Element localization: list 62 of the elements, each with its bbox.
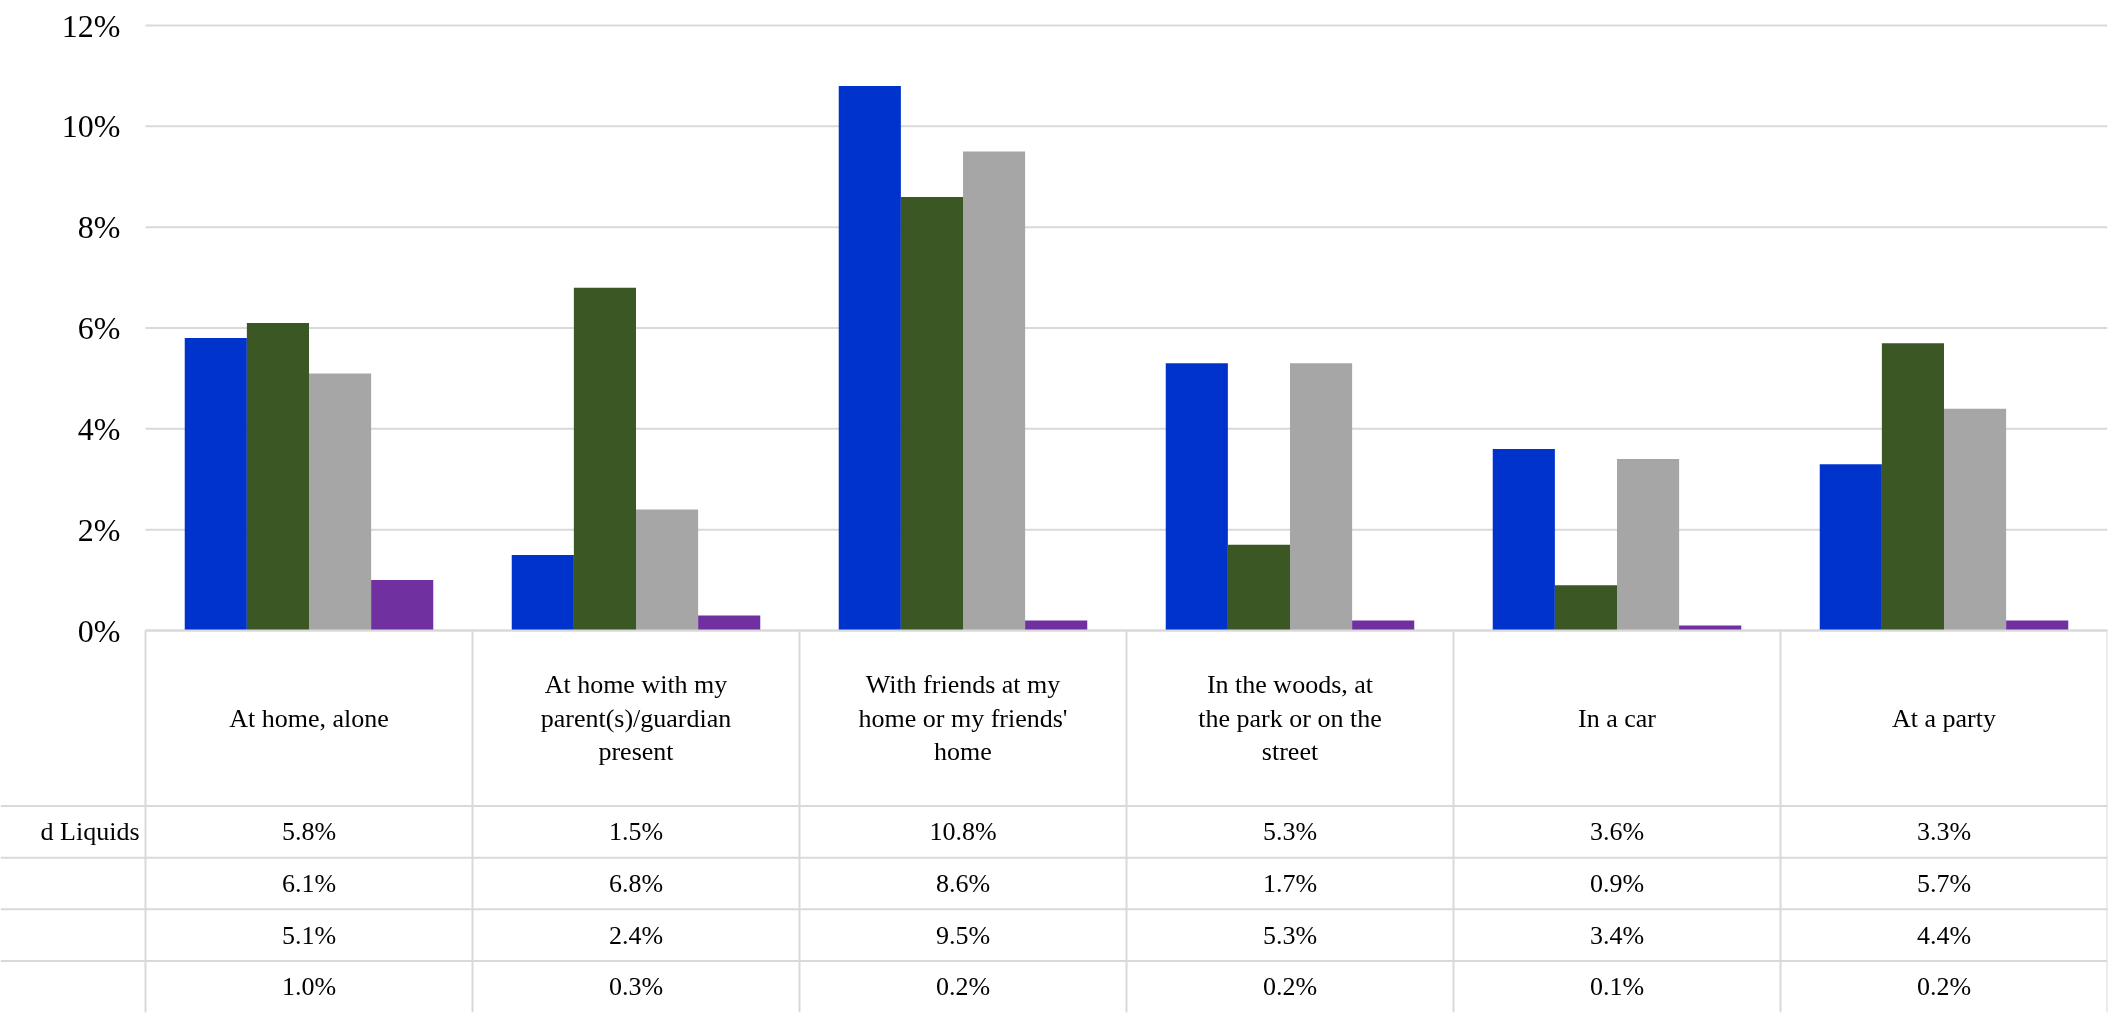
bar (1492, 449, 1555, 631)
data-label: 0.9% (1589, 868, 1645, 898)
x-tick-label: In a car (1578, 703, 1657, 733)
data-label: 2.4% (608, 920, 664, 950)
y-tick-label: 2% (77, 511, 121, 548)
data-label: 4.4% (1916, 920, 1972, 950)
data-label: 5.7% (1916, 868, 1972, 898)
data-label: 5.3% (1262, 920, 1318, 950)
data-label: 8.6% (935, 868, 991, 898)
data-label: 1.7% (1262, 868, 1318, 898)
bar (1617, 459, 1680, 631)
bar (371, 580, 434, 631)
y-tick-label: 6% (77, 310, 121, 346)
bar (184, 338, 247, 631)
data-label: 1.5% (608, 817, 664, 847)
bar (1679, 625, 1742, 631)
x-tick-label: At home with my parent(s)/guardian present (540, 670, 732, 767)
bar (900, 196, 963, 631)
bar (1165, 363, 1228, 631)
data-label: 5.3% (1262, 817, 1318, 847)
data-label: 10.8% (929, 817, 997, 847)
bar (1944, 408, 2007, 631)
data-label: 5.1% (281, 920, 337, 950)
bar (1025, 620, 1088, 631)
x-tick-label: With friends at my home or my friends' home (858, 670, 1068, 767)
bar (511, 554, 574, 631)
bar (1290, 363, 1353, 631)
bar (1352, 620, 1415, 631)
text: d Liquids (40, 817, 140, 847)
data-label: 3.6% (1589, 817, 1645, 847)
bar (698, 615, 761, 631)
data-label: 6.8% (608, 868, 664, 898)
data-label: 0.3% (608, 972, 664, 1002)
bar (636, 509, 699, 631)
bar (2006, 620, 2069, 631)
bar (1227, 544, 1290, 631)
data-label: 5.8% (281, 817, 337, 847)
x-tick-label: At a party (1892, 703, 1996, 733)
y-tick-label: 4% (77, 410, 121, 447)
bar (246, 322, 309, 631)
data-label: 9.5% (935, 920, 991, 950)
data-label: 0.1% (1589, 972, 1645, 1002)
bar (573, 287, 636, 631)
data-label: 0.2% (1916, 972, 1972, 1002)
y-tick-label: 0% (77, 612, 121, 649)
y-tick-label: 10% (61, 108, 121, 145)
bar (309, 373, 372, 631)
data-label: 6.1% (281, 868, 337, 898)
y-tick-label: 8% (77, 209, 121, 246)
data-label: 3.3% (1916, 817, 1972, 847)
bar (838, 86, 901, 631)
data-label: 1.0% (281, 972, 337, 1002)
bar (963, 151, 1026, 631)
bar (1881, 343, 1944, 631)
x-tick-label: At home, alone (229, 703, 389, 733)
data-label: 3.4% (1589, 920, 1645, 950)
data-label: 0.2% (935, 972, 991, 1002)
y-tick-label: 12% (61, 7, 121, 44)
data-label: 0.2% (1262, 972, 1318, 1002)
x-tick-label: In the woods, at the park or on the street (1198, 670, 1382, 767)
bar (1819, 464, 1882, 631)
bar (1554, 585, 1617, 631)
